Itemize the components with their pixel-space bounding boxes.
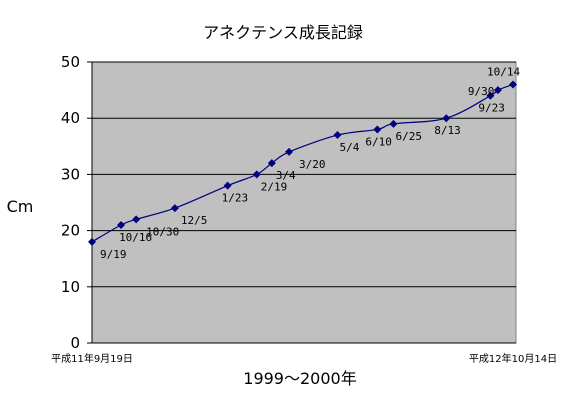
data-point — [509, 80, 517, 89]
data-label: 6/10 — [365, 135, 392, 148]
x-end-label: 平成12年10月14日 — [469, 352, 557, 365]
data-point — [493, 86, 502, 95]
data-label: 8/13 — [434, 124, 461, 137]
y-axis-ticks: 0 10 20 30 40 50 — [61, 53, 92, 352]
data-point — [285, 147, 294, 156]
data-point — [333, 131, 342, 140]
data-point — [442, 114, 451, 123]
data-point — [486, 91, 495, 100]
y-tick-label: 20 — [61, 222, 80, 240]
data-label: 9/23 — [478, 102, 505, 115]
data-point — [88, 237, 96, 246]
chart-title: アネクテンス成長記録 — [203, 23, 363, 42]
data-point — [132, 215, 141, 224]
data-label: 2/19 — [261, 180, 288, 193]
data-label: 3/20 — [299, 158, 326, 171]
data-point — [389, 119, 398, 128]
plot-area — [91, 61, 517, 344]
y-tick-label: 0 — [70, 334, 80, 352]
data-label: 3/4 — [276, 169, 296, 182]
data-point — [252, 170, 261, 179]
data-label: 1/23 — [222, 192, 249, 205]
data-point — [223, 181, 232, 190]
series-markers — [88, 80, 517, 246]
y-tick-label: 30 — [61, 165, 80, 183]
data-label: 9/19 — [100, 248, 127, 261]
data-label: 9/30 — [468, 85, 495, 98]
y-tick-label: 10 — [61, 278, 80, 296]
data-point — [267, 159, 276, 168]
data-label: 10/16 — [119, 231, 152, 244]
data-label: 5/4 — [339, 141, 359, 154]
data-point — [373, 125, 382, 134]
y-tick-label: 50 — [61, 53, 80, 71]
y-axis-title: Cm — [7, 197, 34, 216]
data-label: 6/25 — [395, 130, 422, 143]
x-start-label: 平成11年9月19日 — [51, 352, 133, 365]
x-axis-title: 1999～2000年 — [243, 369, 356, 388]
y-tick-label: 40 — [61, 109, 80, 127]
data-point — [170, 204, 179, 213]
data-label: 12/5 — [181, 214, 208, 227]
data-label: 10/14 — [487, 65, 520, 78]
data-label: 10/30 — [146, 225, 179, 238]
data-point — [117, 220, 126, 229]
